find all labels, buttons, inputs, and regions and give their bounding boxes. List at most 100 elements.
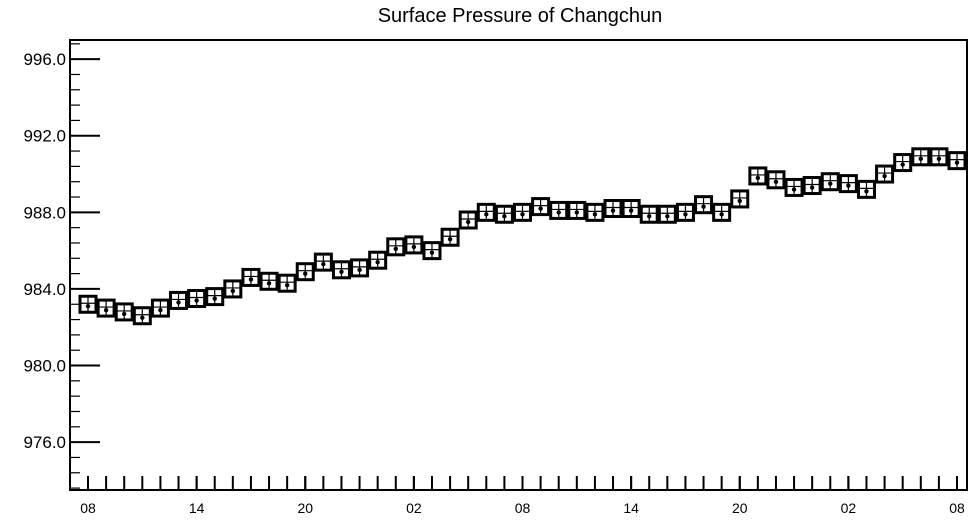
data-point: [838, 174, 858, 194]
data-point: [947, 151, 967, 171]
data-point: [911, 147, 931, 167]
point-dot: [122, 311, 127, 317]
point-dot: [447, 237, 453, 242]
data-point: [875, 164, 895, 184]
point-dot: [574, 210, 580, 215]
point-dot: [103, 307, 109, 313]
plot-frame: [69, 39, 968, 491]
x-tick-label: 02: [406, 500, 422, 516]
data-point: [730, 189, 750, 209]
data-point: [440, 227, 460, 247]
data-point: [96, 298, 116, 318]
point-dot: [791, 187, 797, 192]
point-dot: [230, 288, 236, 294]
data-point: [476, 202, 496, 222]
point-dot: [737, 198, 742, 204]
data-point: [241, 267, 261, 287]
y-tick-label: 992.0: [23, 127, 66, 146]
point-dot: [266, 281, 272, 286]
data-point: [513, 202, 532, 222]
x-tick-label: 08: [949, 500, 965, 516]
point-dot: [85, 304, 91, 309]
x-axis-ticks: 08 14 20 02 08 14 20 02 08: [80, 476, 965, 516]
point-dot: [647, 214, 652, 219]
point-dot: [393, 246, 398, 252]
x-tick-label: 20: [732, 500, 748, 516]
y-tick-label: 976.0: [23, 433, 66, 452]
axes: [69, 39, 968, 491]
point-dot: [809, 185, 815, 190]
point-dot: [411, 244, 417, 250]
data-point: [766, 170, 786, 190]
data-point: [802, 176, 822, 196]
data-point: [313, 252, 333, 272]
x-tick-label: 20: [297, 500, 313, 516]
data-point: [78, 294, 98, 314]
data-point: [150, 298, 170, 318]
x-tick-label: 14: [623, 500, 639, 516]
point-dot: [828, 181, 833, 186]
point-dot: [321, 261, 326, 267]
data-point: [820, 172, 840, 192]
point-dot: [846, 183, 851, 188]
data-point: [639, 204, 659, 224]
point-dot: [538, 206, 543, 211]
point-dot: [284, 282, 290, 288]
data-point: [657, 204, 677, 224]
data-point: [331, 260, 351, 280]
y-axis-ticks: 976.0 980.0 984.0 988.0 992.0 996.0: [23, 43, 100, 489]
point-dot: [755, 175, 761, 181]
data-point: [169, 290, 189, 310]
data-point: [531, 197, 551, 217]
point-dot: [212, 296, 217, 301]
point-dot: [339, 269, 344, 274]
point-dot: [864, 189, 869, 194]
point-dot: [918, 156, 923, 162]
point-dot: [936, 156, 942, 162]
point-dot: [140, 315, 145, 320]
x-tick-label: 08: [515, 500, 531, 516]
point-dot: [502, 214, 507, 219]
data-point: [494, 204, 514, 224]
data-point: [458, 210, 478, 230]
data-point: [350, 258, 370, 278]
point-dot: [701, 204, 706, 209]
point-dot: [954, 160, 960, 165]
data-point: [187, 289, 207, 309]
chart-title: Surface Pressure of Changchun: [378, 5, 663, 27]
data-points: [78, 147, 967, 326]
point-dot: [248, 277, 254, 282]
data-point: [132, 306, 152, 326]
x-tick-label: 08: [80, 500, 96, 516]
point-dot: [773, 179, 779, 184]
data-point: [856, 179, 876, 199]
data-point: [114, 302, 134, 322]
data-point: [712, 202, 732, 222]
data-point: [621, 199, 641, 219]
x-tick-label: 02: [841, 500, 857, 516]
data-point: [694, 195, 714, 215]
point-dot: [592, 212, 598, 217]
point-dot: [628, 208, 634, 213]
data-point: [386, 237, 406, 257]
data-point: [675, 202, 695, 222]
data-point: [549, 200, 569, 220]
point-dot: [194, 298, 199, 303]
point-dot: [375, 260, 380, 265]
data-point: [784, 177, 804, 197]
y-tick-label: 988.0: [23, 203, 66, 222]
data-point: [368, 250, 388, 270]
point-dot: [882, 173, 887, 179]
data-point: [585, 202, 605, 222]
point-dot: [484, 212, 489, 217]
data-point: [748, 166, 768, 186]
point-dot: [610, 208, 616, 213]
data-point: [422, 241, 442, 261]
data-point: [277, 273, 297, 293]
data-point: [205, 287, 225, 307]
point-dot: [900, 162, 905, 167]
point-dot: [465, 219, 471, 225]
point-dot: [665, 214, 670, 219]
